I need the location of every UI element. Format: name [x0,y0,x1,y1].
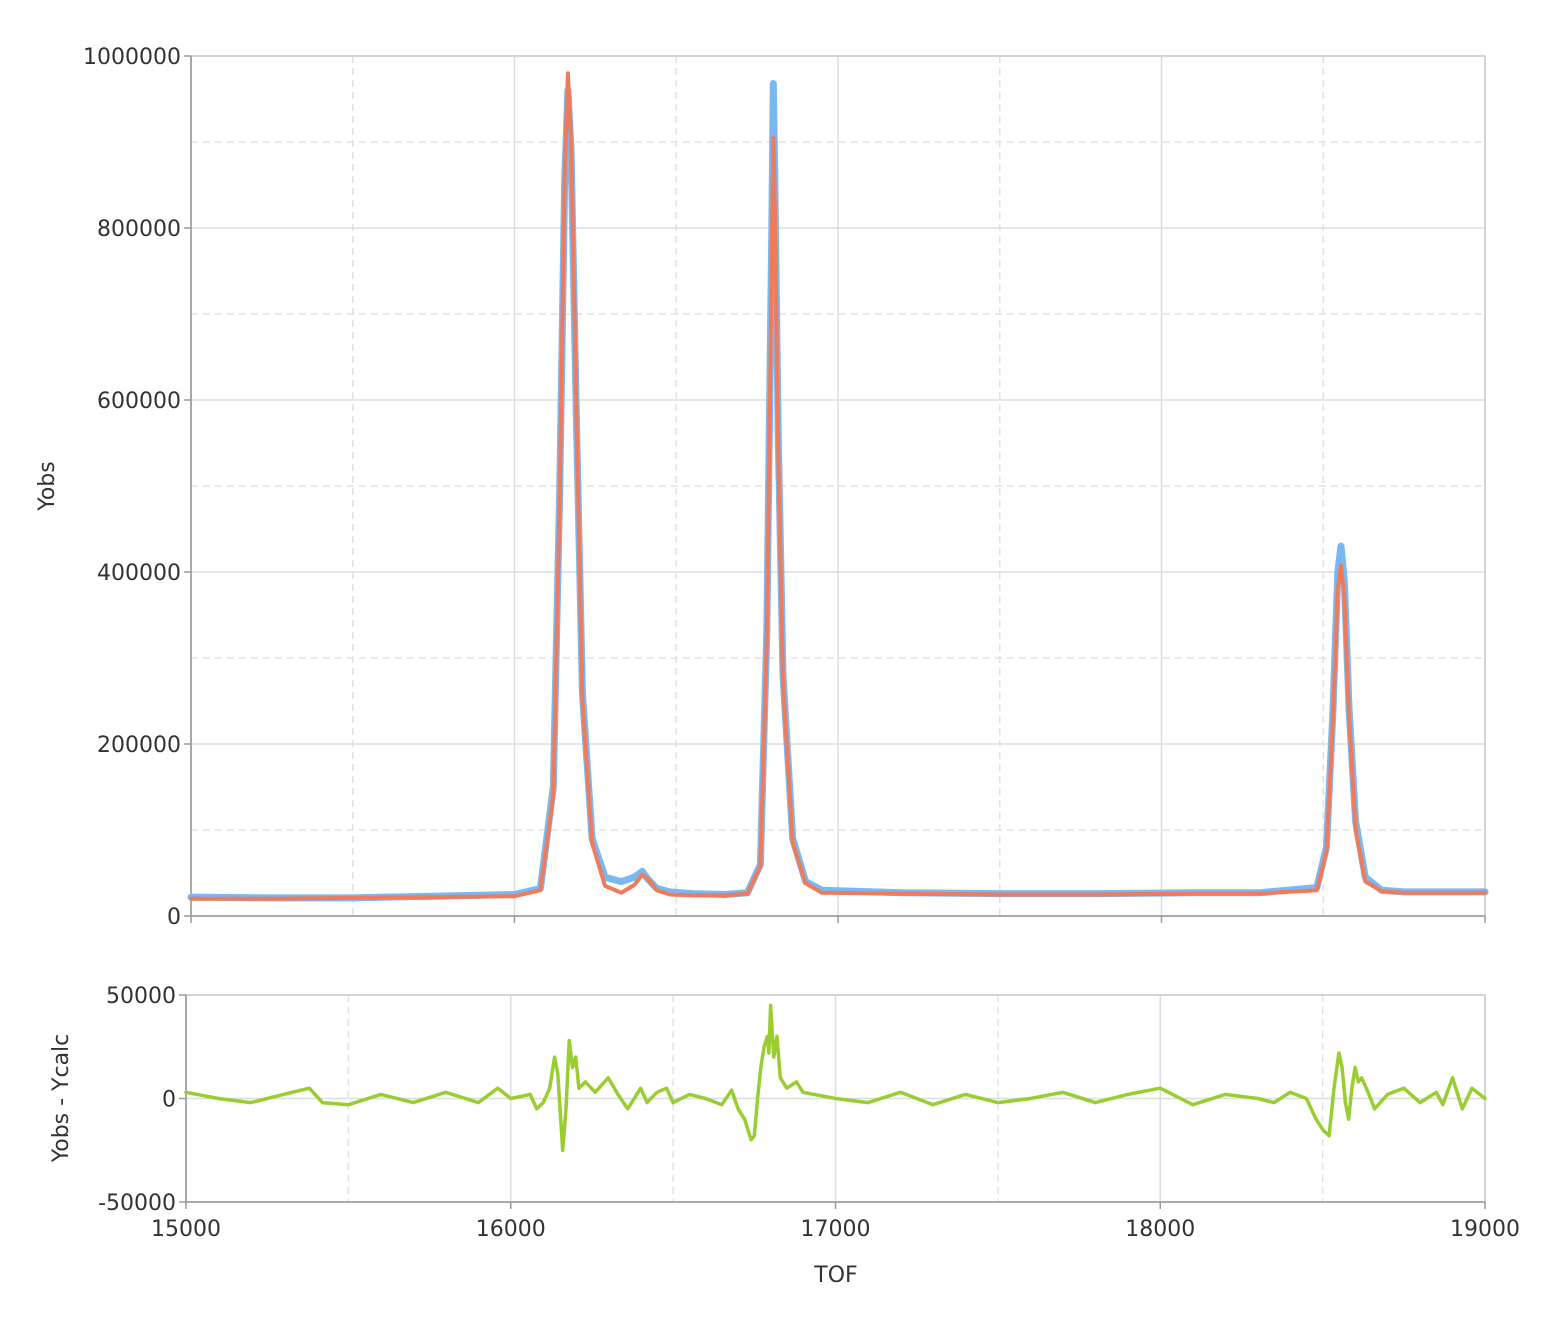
x-axis-label: TOF [813,1263,857,1288]
y-tick-label: 0 [167,905,181,930]
y-tick-label: -50000 [98,1191,176,1216]
x-tick-label: 18000 [1125,1217,1195,1242]
main-y-axis-label: Yobs [35,461,60,511]
x-tick-label: 15000 [151,1217,221,1242]
y-tick-label: 1000000 [83,45,181,70]
y-tick-label: 200000 [97,733,181,758]
residual-panel: 15000 16000 17000 18000 19000 -50000 0 50000 [98,984,1520,1242]
y-tick-label: 600000 [97,389,181,414]
x-tick-label: 19000 [1450,1217,1520,1242]
series-line-calculated [189,71,1487,901]
y-tick-label: 400000 [97,561,181,586]
x-tick-label: 17000 [801,1217,871,1242]
y-tick-label: 800000 [97,217,181,242]
y-tick-label: 0 [162,1088,176,1113]
main-panel: 0 200000 400000 600000 800000 1000000 [83,45,1489,930]
series-line-difference [184,1003,1487,1153]
x-tick-label: 16000 [476,1217,546,1242]
y-tick-label: 50000 [106,984,176,1009]
residual-y-axis-label: Yobs - Ycalc [49,1034,74,1164]
